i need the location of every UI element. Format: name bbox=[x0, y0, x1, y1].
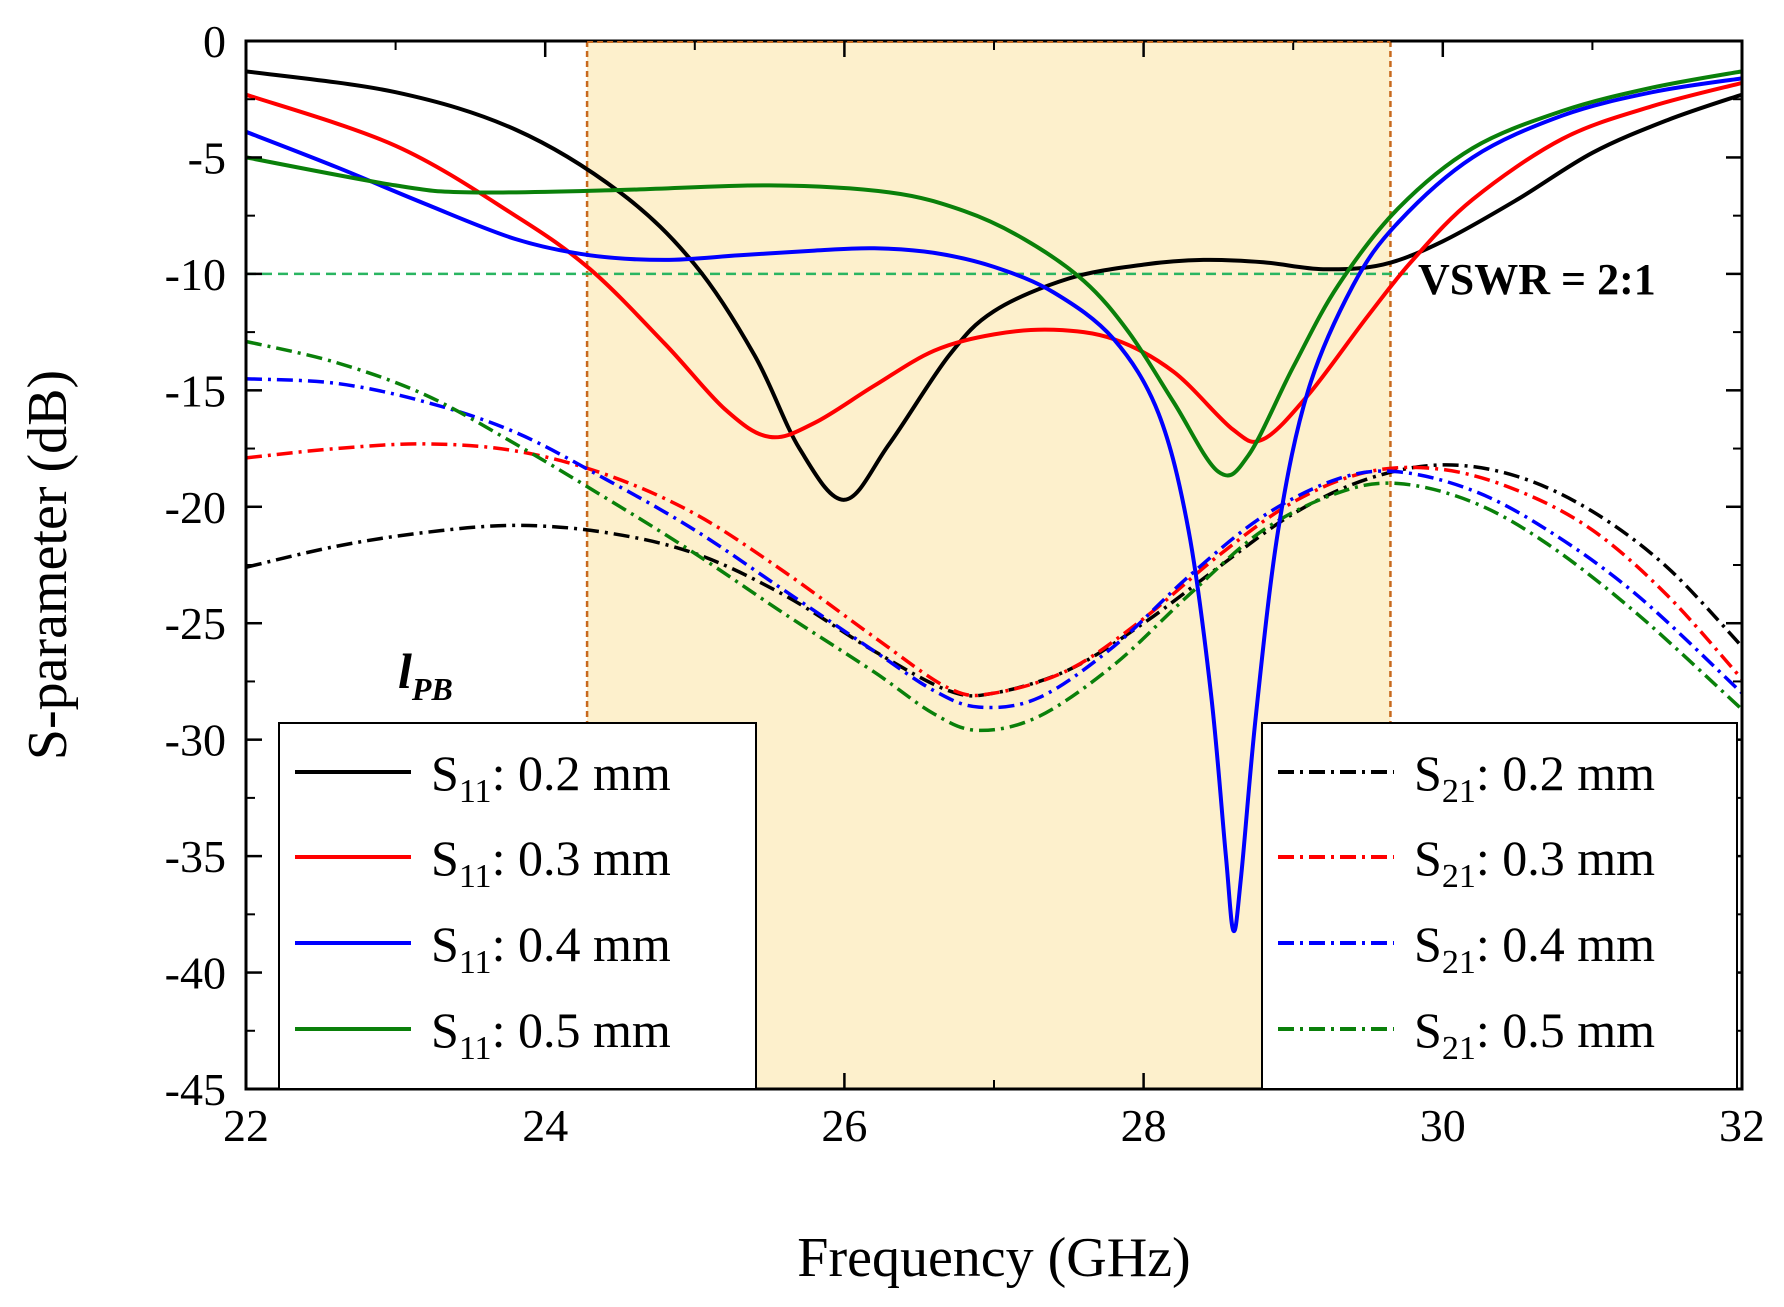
parameter-label-main: l bbox=[398, 643, 412, 699]
legend-subscript: 21 bbox=[1442, 944, 1476, 981]
y-tick-label: -45 bbox=[165, 1064, 226, 1115]
y-tick-label: -20 bbox=[165, 482, 226, 533]
y-tick-label: -15 bbox=[165, 365, 226, 416]
legend-label: S11: 0.5 mm bbox=[431, 1002, 671, 1067]
y-tick-label: -35 bbox=[165, 831, 226, 882]
legend-label: S21: 0.3 mm bbox=[1414, 830, 1655, 895]
legend-param: S bbox=[431, 916, 459, 972]
x-tick-label: 26 bbox=[821, 1100, 867, 1151]
legend-label: S21: 0.4 mm bbox=[1414, 916, 1655, 981]
series-line-s21-0-2-mm bbox=[246, 463, 1742, 698]
legend-param: S bbox=[431, 1002, 459, 1058]
x-axis-title: Frequency (GHz) bbox=[797, 1227, 1190, 1289]
legend-param: S bbox=[431, 830, 459, 886]
series-line-s21-0-4-mm bbox=[246, 376, 1742, 710]
x-tick-label: 22 bbox=[223, 1100, 269, 1151]
legend-param: S bbox=[1414, 916, 1442, 972]
legend-suffix: : 0.2 mm bbox=[492, 745, 671, 801]
y-tick-label: -25 bbox=[165, 598, 226, 649]
legend-subscript: 21 bbox=[1442, 1030, 1476, 1067]
legend-subscript: 11 bbox=[459, 1030, 492, 1067]
y-tick-label: -30 bbox=[165, 715, 226, 766]
y-tick-label: 0 bbox=[203, 16, 226, 67]
legend-suffix: : 0.5 mm bbox=[1476, 1002, 1655, 1058]
legend-param: S bbox=[431, 745, 459, 801]
parameter-label-sub: PB bbox=[411, 671, 453, 707]
vswr-annotation: VSWR = 2:1 bbox=[1418, 255, 1656, 304]
legend-subscript: 21 bbox=[1442, 773, 1476, 810]
y-tick-label: -40 bbox=[165, 948, 226, 999]
legend-subscript: 11 bbox=[459, 944, 492, 981]
legend-param: S bbox=[1414, 1002, 1442, 1058]
legend-subscript: 11 bbox=[459, 858, 492, 895]
parameter-label: lPB bbox=[398, 643, 453, 707]
legend-subscript: 11 bbox=[459, 773, 492, 810]
legend-suffix: : 0.4 mm bbox=[1476, 916, 1655, 972]
legend-param: S bbox=[1414, 830, 1442, 886]
y-tick-label: -10 bbox=[165, 249, 226, 300]
x-tick-label: 28 bbox=[1121, 1100, 1167, 1151]
legend-label: S21: 0.5 mm bbox=[1414, 1002, 1655, 1067]
series-line-s11-0-3-mm bbox=[246, 80, 1742, 444]
legend-suffix: : 0.3 mm bbox=[1476, 830, 1655, 886]
series-layer bbox=[246, 69, 1742, 933]
legend-subscript: 21 bbox=[1442, 858, 1476, 895]
y-tick-label: -5 bbox=[188, 132, 226, 183]
legend-suffix: : 0.5 mm bbox=[492, 1002, 671, 1058]
legend-label: S21: 0.2 mm bbox=[1414, 745, 1655, 810]
y-axis-ticks: 0 -5 -10 -15 -20 -25 -30 -35 -40 -45 bbox=[165, 16, 1742, 1115]
x-tick-label: 32 bbox=[1719, 1100, 1765, 1151]
legend-label: S11: 0.2 mm bbox=[431, 745, 671, 810]
series-line-s21-0-3-mm bbox=[246, 442, 1742, 698]
series-line-s11-0-4-mm bbox=[246, 76, 1742, 933]
y-axis-title: S-parameter (dB) bbox=[17, 370, 79, 760]
legend-suffix: : 0.3 mm bbox=[492, 830, 671, 886]
series-line-s21-0-5-mm bbox=[246, 339, 1742, 733]
series-line-s11-0-5-mm bbox=[246, 69, 1742, 478]
x-tick-label: 24 bbox=[522, 1100, 568, 1151]
legend-suffix: : 0.2 mm bbox=[1476, 745, 1655, 801]
legend-label: S11: 0.4 mm bbox=[431, 916, 671, 981]
x-tick-label: 30 bbox=[1420, 1100, 1466, 1151]
legend-label: S11: 0.3 mm bbox=[431, 830, 671, 895]
legend-suffix: : 0.4 mm bbox=[492, 916, 671, 972]
legend-param: S bbox=[1414, 745, 1442, 801]
